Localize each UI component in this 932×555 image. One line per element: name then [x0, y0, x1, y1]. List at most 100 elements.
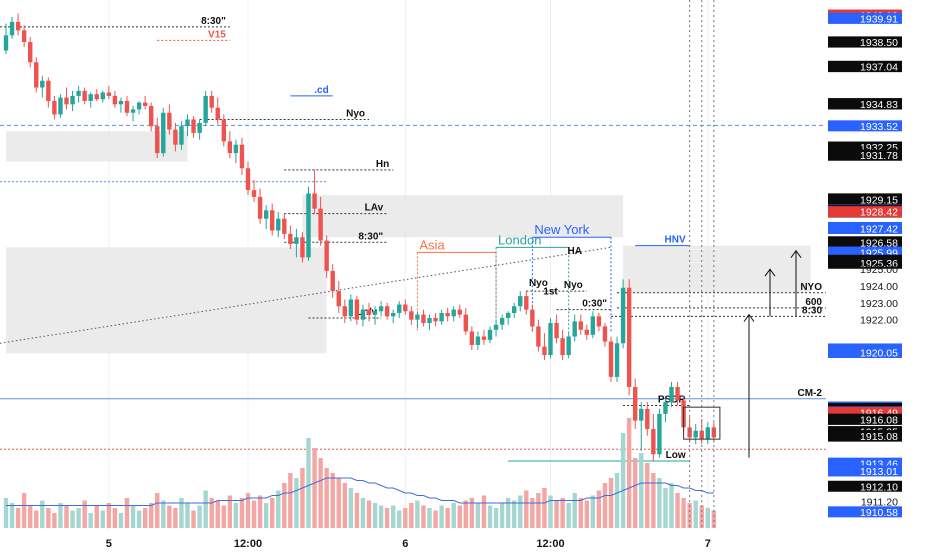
- volume-bar: [270, 498, 275, 528]
- candle-body: [209, 95, 214, 108]
- candle-body: [415, 314, 420, 320]
- candle-body: [493, 324, 499, 330]
- candle-body: [372, 311, 378, 315]
- price-tag[interactable]: 1934.83: [828, 98, 902, 111]
- volume-bar: [584, 500, 589, 528]
- price-axis[interactable]: 1940.101940.101939.921939.911938.511938.…: [826, 0, 932, 550]
- price-tag-box: [828, 193, 902, 205]
- volume-bar: [457, 505, 462, 528]
- volume-bar: [536, 493, 541, 528]
- candle-body: [475, 336, 481, 345]
- time-axis[interactable]: 5 12:00 6 12:00 7: [106, 538, 711, 550]
- volume-bar: [173, 508, 178, 528]
- level-label: NYO: [800, 282, 822, 293]
- candle-body: [40, 80, 45, 88]
- time-tick-label: 6: [402, 538, 408, 550]
- candle-body: [82, 90, 87, 101]
- volume-bar: [112, 508, 118, 528]
- price-tag[interactable]: 1928.42: [828, 206, 902, 219]
- volume-bar: [578, 498, 583, 528]
- price-tag[interactable]: 1915.08: [828, 430, 902, 444]
- volume-bar: [614, 473, 620, 528]
- candle-body: [554, 323, 559, 339]
- price-tag[interactable]: 1910.58: [828, 506, 902, 519]
- level-label: .cd: [314, 85, 328, 96]
- volume-bar: [384, 508, 390, 528]
- session-label: London: [498, 232, 541, 247]
- price-tag[interactable]: 1939.91: [828, 12, 902, 25]
- volume-bar: [70, 510, 75, 528]
- candle-body: [560, 338, 565, 356]
- price-tag[interactable]: 1912.10: [828, 480, 902, 494]
- candle-body: [197, 122, 202, 133]
- candle-body: [88, 94, 93, 101]
- candle-body: [233, 144, 239, 154]
- volume-bar: [245, 493, 251, 528]
- volume-bar: [185, 503, 190, 528]
- price-tag[interactable]: 1927.42: [828, 222, 902, 236]
- price-tag-box: [828, 406, 902, 418]
- volume-bar: [445, 508, 450, 528]
- candle-body: [263, 210, 269, 219]
- price-tag[interactable]: 1938.50: [828, 36, 902, 50]
- candle-body: [469, 331, 475, 345]
- candle-body: [34, 62, 39, 88]
- volume-bar: [209, 498, 214, 528]
- candle-body: [481, 336, 487, 340]
- price-tick-label: 1911.20: [861, 496, 898, 508]
- volume-bar: [124, 498, 130, 528]
- price-tag[interactable]: 1937.04: [828, 61, 902, 74]
- volume-bar: [481, 495, 487, 528]
- candle-body: [46, 80, 51, 101]
- price-tag-box: [828, 346, 902, 358]
- price-tag[interactable]: 1933.52: [828, 120, 902, 133]
- level-label: 0:30": [582, 299, 607, 310]
- price-tag[interactable]: 1925.36: [828, 257, 902, 271]
- volume-bar: [620, 433, 626, 528]
- price-tag-label: 1925.36: [860, 258, 898, 270]
- volume-bar: [372, 503, 378, 528]
- volume-bar: [239, 498, 245, 528]
- candle-body: [257, 196, 263, 219]
- volume-bar: [572, 493, 577, 528]
- volume-bar: [663, 488, 668, 528]
- price-tag[interactable]: 1913.01: [828, 465, 902, 478]
- arrow-head: [743, 313, 755, 322]
- candles-layer: [3, 13, 717, 462]
- candle-body: [64, 97, 69, 105]
- candle-body: [505, 312, 511, 318]
- volume-bar: [633, 458, 638, 528]
- candle-body: [620, 287, 626, 344]
- volume-bar: [693, 500, 698, 528]
- volume-bar: [403, 508, 408, 528]
- volume-bar: [639, 453, 644, 528]
- volume-bar: [354, 493, 360, 528]
- volume-bar: [294, 478, 299, 528]
- level-label: 8:30: [802, 305, 822, 316]
- candle-body: [651, 429, 656, 455]
- volume-bar: [439, 505, 444, 528]
- volume-bar: [675, 493, 680, 528]
- volume-bar: [669, 483, 674, 528]
- price-tag-box: [828, 206, 902, 218]
- price-tag[interactable]: 1920.05: [828, 346, 902, 360]
- candle-body: [566, 336, 571, 356]
- candle-body: [15, 21, 21, 31]
- price-tag-label: 1934.83: [860, 99, 898, 111]
- candle-body: [318, 208, 323, 241]
- volume-bar: [118, 513, 124, 528]
- price-tag-label: 1933.52: [860, 121, 898, 133]
- trendline: [0, 246, 612, 344]
- zone-box: [6, 247, 327, 354]
- volume-bar: [251, 500, 257, 528]
- price-tag[interactable]: 1929.15: [828, 193, 902, 207]
- zone-box: [302, 195, 624, 238]
- price-tag[interactable]: 1916.08: [828, 413, 902, 427]
- volume-bar: [554, 500, 559, 528]
- candle-body: [451, 309, 456, 317]
- level-label: V15: [208, 29, 226, 40]
- price-tag[interactable]: 1931.78: [828, 149, 902, 163]
- level-label: CM-2: [798, 388, 823, 399]
